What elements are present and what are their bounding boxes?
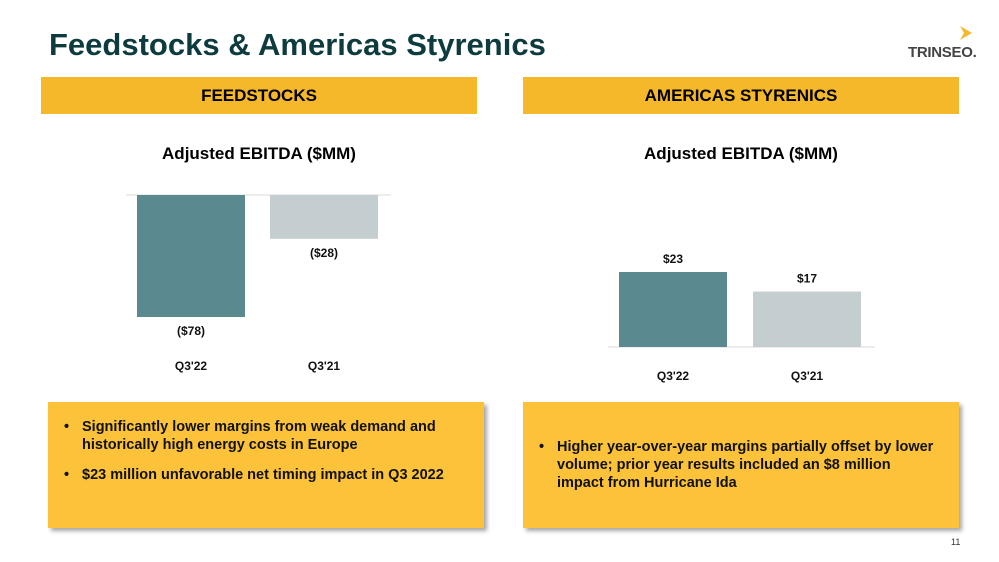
bar-q3-21 [753, 291, 861, 347]
note-box-feedstocks: • Significantly lower margins from weak d… [48, 402, 484, 528]
data-label: $23 [663, 252, 683, 266]
data-label: $17 [797, 272, 817, 286]
data-label: ($28) [310, 246, 338, 260]
category-label: Q3'21 [308, 359, 341, 373]
section-header-americas-styrenics: AMERICAS STYRENICS [523, 77, 959, 114]
bar-q3-22 [137, 195, 245, 317]
data-label: ($78) [177, 324, 205, 338]
page-number: 11 [951, 537, 961, 547]
category-label: Q3'21 [791, 369, 824, 383]
note-text: Significantly lower margins from weak de… [82, 419, 436, 453]
note-box-americas-styrenics: • Higher year-over-year margins partially… [523, 402, 959, 528]
chart-feedstocks: ($78) Q3'22 ($28) Q3'21 [126, 194, 391, 373]
note-bullet: • Higher year-over-year margins partially… [539, 439, 934, 491]
category-label: Q3'22 [175, 359, 208, 373]
note-bullet: • $23 million unfavorable net timing impa… [64, 467, 444, 483]
logo-text: TRINSEO. [908, 44, 977, 61]
note-bullet: • Significantly lower margins from weak d… [64, 419, 436, 453]
chart-title-americas-styrenics: Adjusted EBITDA ($MM) [644, 144, 838, 163]
note-text: Higher year-over-year margins partially … [557, 439, 934, 491]
category-label: Q3'22 [657, 369, 690, 383]
chart-title-feedstocks: Adjusted EBITDA ($MM) [162, 144, 356, 163]
section-header-feedstocks: FEEDSTOCKS [41, 77, 477, 114]
chart-americas-styrenics: $23 Q3'22 $17 Q3'21 [608, 252, 875, 383]
bar-q3-22 [619, 272, 727, 347]
bar-q3-21 [270, 195, 378, 239]
trinseo-logo: TRINSEO. [900, 24, 980, 66]
logo-chevron-icon [960, 26, 972, 40]
page-title: Feedstocks & Americas Styrenics [49, 27, 546, 62]
note-text: $23 million unfavorable net timing impac… [82, 467, 444, 483]
